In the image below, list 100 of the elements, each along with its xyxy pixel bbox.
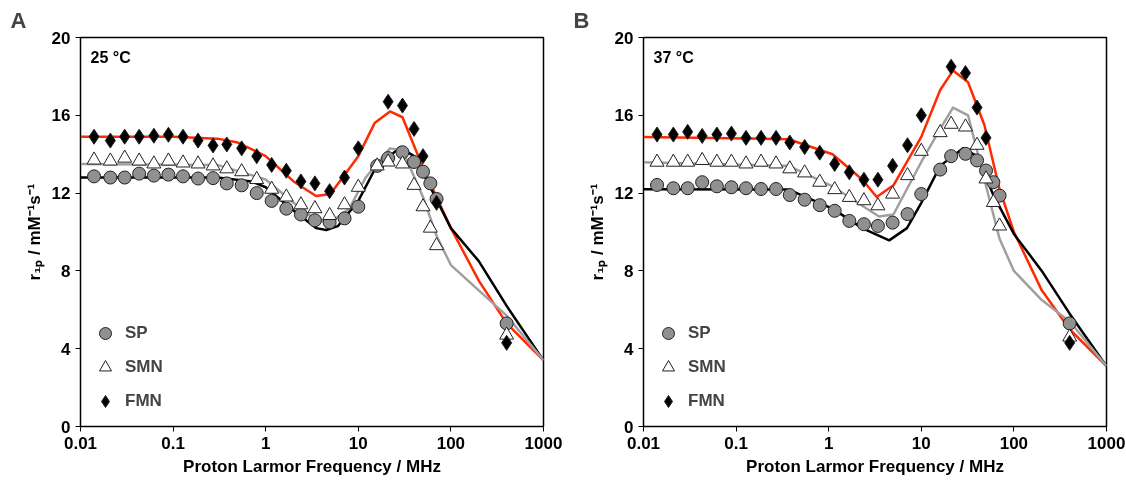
- x-tick-label: 1: [823, 433, 834, 453]
- point: [280, 162, 292, 179]
- y-tick-label: 4: [624, 339, 635, 359]
- point: [104, 132, 116, 149]
- point: [665, 153, 681, 167]
- point: [117, 149, 133, 163]
- point: [278, 188, 294, 202]
- point: [88, 128, 100, 145]
- point: [322, 206, 338, 221]
- y-tick-label: 20: [614, 28, 634, 48]
- point: [234, 178, 249, 193]
- annotation: 37 °C: [653, 48, 695, 66]
- y-tick-label: 16: [51, 106, 71, 126]
- point: [680, 181, 695, 196]
- point: [146, 155, 162, 169]
- point: [234, 163, 250, 177]
- point: [191, 171, 206, 186]
- point: [352, 140, 364, 157]
- x-tick-label: 1000: [524, 433, 563, 453]
- x-tick-label: 10: [911, 433, 931, 453]
- x-tick-label: 0.1: [161, 433, 185, 453]
- point: [337, 196, 353, 210]
- y-axis-title: r₁ₚ / mM⁻¹s⁻¹: [587, 183, 608, 281]
- y-tick-label: 8: [624, 261, 634, 281]
- point: [251, 148, 263, 165]
- point: [770, 129, 782, 146]
- point: [117, 170, 132, 185]
- point: [768, 155, 784, 169]
- point: [870, 218, 885, 233]
- point: [266, 156, 278, 173]
- point: [680, 153, 696, 167]
- point: [858, 171, 870, 188]
- point: [724, 180, 739, 195]
- x-tick-label: 1: [260, 433, 271, 453]
- annotation: 25 °C: [90, 48, 132, 66]
- legend-label: FMN: [125, 391, 162, 411]
- point: [755, 129, 767, 146]
- point: [914, 187, 929, 202]
- point: [723, 153, 739, 167]
- point: [841, 188, 857, 202]
- point: [249, 170, 265, 185]
- point: [206, 171, 221, 186]
- point: [207, 137, 219, 154]
- point: [944, 149, 959, 164]
- point: [915, 107, 927, 124]
- point: [696, 127, 708, 144]
- point: [148, 127, 160, 144]
- point: [829, 155, 841, 172]
- point: [339, 169, 351, 186]
- point: [160, 152, 176, 166]
- point: [264, 193, 279, 208]
- point: [219, 160, 235, 174]
- x-tick-label: 0.1: [724, 433, 748, 453]
- point: [394, 155, 410, 169]
- y-tick-label: 20: [51, 28, 71, 48]
- y-tick-label: 12: [51, 184, 71, 204]
- point: [249, 186, 264, 201]
- point: [176, 169, 191, 184]
- point: [293, 207, 308, 222]
- point: [161, 167, 176, 182]
- point: [307, 200, 323, 214]
- point: [119, 128, 131, 145]
- point: [784, 134, 796, 151]
- y-tick-label: 12: [614, 184, 634, 204]
- point: [264, 180, 280, 194]
- legend-label: SP: [688, 323, 711, 343]
- x-tick-label: 1000: [1087, 433, 1126, 453]
- legend-label: SMN: [125, 357, 163, 377]
- point: [827, 181, 843, 195]
- point: [782, 188, 797, 203]
- point: [711, 126, 723, 143]
- point: [827, 203, 842, 218]
- point: [725, 125, 737, 142]
- x-axis-title: Proton Larmor Frequency / MHz: [183, 456, 441, 476]
- point: [221, 136, 233, 153]
- point: [812, 173, 828, 187]
- point: [309, 175, 321, 192]
- point: [177, 128, 189, 145]
- point: [293, 196, 309, 210]
- point: [739, 181, 754, 196]
- point: [900, 167, 916, 181]
- point: [902, 137, 914, 154]
- point: [769, 182, 784, 196]
- point: [324, 183, 336, 200]
- point: [102, 152, 118, 166]
- point: [666, 181, 681, 196]
- point: [913, 142, 929, 156]
- x-tick-label: 100: [436, 433, 466, 453]
- point: [885, 185, 901, 199]
- point: [337, 211, 352, 226]
- point: [709, 153, 725, 167]
- point: [754, 182, 769, 196]
- point: [682, 123, 694, 140]
- point: [295, 173, 307, 190]
- point: [694, 151, 710, 165]
- point: [740, 129, 752, 146]
- point: [103, 170, 118, 185]
- point: [86, 151, 102, 165]
- point: [870, 197, 886, 211]
- point: [350, 178, 366, 192]
